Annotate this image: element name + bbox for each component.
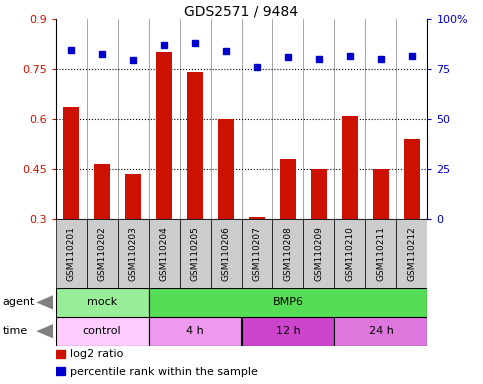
Bar bbox=[63, 108, 79, 219]
Text: GSM110201: GSM110201 bbox=[67, 226, 75, 281]
Bar bbox=[218, 119, 234, 219]
Bar bbox=[86, 219, 117, 288]
Bar bbox=[404, 139, 420, 219]
Bar bbox=[156, 53, 172, 219]
Text: percentile rank within the sample: percentile rank within the sample bbox=[71, 366, 258, 377]
Bar bbox=[342, 116, 358, 219]
Polygon shape bbox=[36, 324, 53, 338]
Polygon shape bbox=[36, 295, 53, 310]
Bar bbox=[272, 219, 303, 288]
Bar bbox=[56, 350, 65, 358]
Text: control: control bbox=[83, 326, 121, 336]
Bar bbox=[366, 219, 397, 288]
Bar bbox=[242, 317, 334, 346]
Text: GSM110211: GSM110211 bbox=[376, 226, 385, 281]
Bar bbox=[334, 317, 427, 346]
Text: BMP6: BMP6 bbox=[272, 297, 303, 308]
Text: mock: mock bbox=[87, 297, 117, 308]
Bar bbox=[117, 219, 149, 288]
Bar bbox=[311, 169, 327, 219]
Text: GSM110204: GSM110204 bbox=[159, 226, 169, 281]
Text: GSM110209: GSM110209 bbox=[314, 226, 324, 281]
Bar bbox=[397, 219, 427, 288]
Bar bbox=[242, 219, 272, 288]
Bar bbox=[180, 219, 211, 288]
Bar bbox=[211, 219, 242, 288]
Bar bbox=[56, 288, 149, 317]
Bar bbox=[187, 73, 203, 219]
Bar bbox=[125, 174, 141, 219]
Bar bbox=[249, 217, 265, 219]
Bar bbox=[149, 317, 242, 346]
Bar bbox=[56, 317, 149, 346]
Bar bbox=[149, 219, 180, 288]
Text: 12 h: 12 h bbox=[276, 326, 300, 336]
Bar bbox=[56, 367, 65, 375]
Bar bbox=[94, 164, 110, 219]
Text: 24 h: 24 h bbox=[369, 326, 394, 336]
Text: 4 h: 4 h bbox=[186, 326, 204, 336]
Text: GSM110212: GSM110212 bbox=[408, 226, 416, 281]
Text: GSM110203: GSM110203 bbox=[128, 226, 138, 281]
Text: agent: agent bbox=[2, 297, 35, 308]
Text: log2 ratio: log2 ratio bbox=[71, 349, 124, 359]
Bar bbox=[280, 159, 296, 219]
Bar bbox=[303, 219, 334, 288]
Title: GDS2571 / 9484: GDS2571 / 9484 bbox=[185, 4, 298, 18]
Bar bbox=[334, 219, 366, 288]
Bar bbox=[373, 169, 389, 219]
Text: GSM110210: GSM110210 bbox=[345, 226, 355, 281]
Bar bbox=[56, 219, 86, 288]
Text: GSM110202: GSM110202 bbox=[98, 226, 107, 281]
Text: time: time bbox=[2, 326, 28, 336]
Bar bbox=[149, 288, 427, 317]
Text: GSM110207: GSM110207 bbox=[253, 226, 261, 281]
Text: GSM110206: GSM110206 bbox=[222, 226, 230, 281]
Text: GSM110205: GSM110205 bbox=[190, 226, 199, 281]
Text: GSM110208: GSM110208 bbox=[284, 226, 293, 281]
